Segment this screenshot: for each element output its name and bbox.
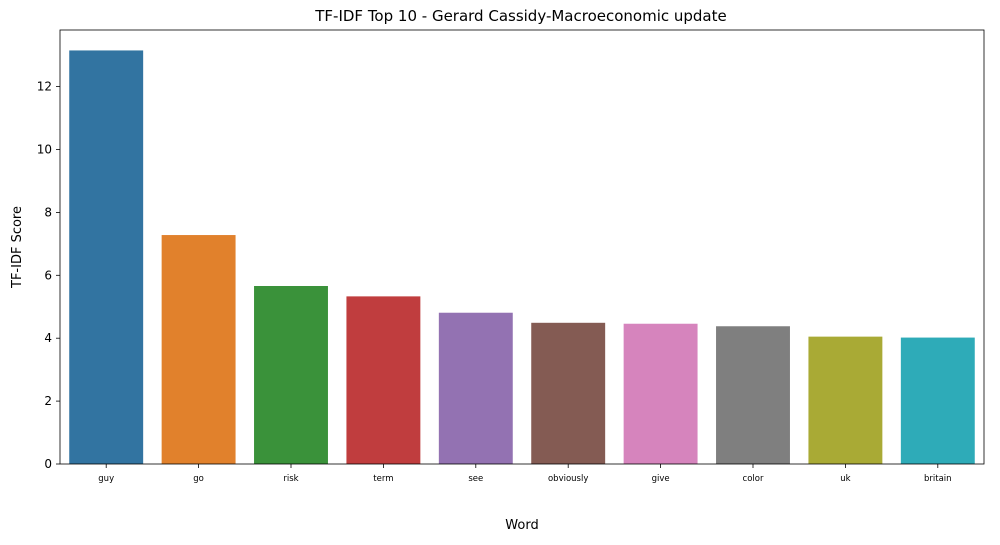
y-tick-label: 0	[44, 457, 52, 471]
bar-term	[346, 296, 421, 464]
y-tick-label: 4	[44, 331, 52, 345]
y-tick-label: 2	[44, 394, 52, 408]
x-tick-label: britain	[924, 474, 952, 484]
chart-title: TF-IDF Top 10 - Gerard Cassidy-Macroecon…	[314, 7, 726, 25]
x-tick-label: risk	[283, 474, 298, 484]
bar-risk	[254, 285, 328, 464]
x-axis-label: Word	[505, 518, 538, 533]
x-tick-label: term	[373, 474, 393, 484]
y-tick-label: 8	[44, 205, 52, 219]
x-tick-label: obviously	[548, 474, 588, 484]
bar-see	[438, 312, 513, 464]
x-axis-ticks: guy go risk term see obviously give color uk brit…	[98, 464, 952, 484]
bar-guy	[69, 50, 144, 465]
plot-frame	[59, 29, 985, 465]
x-tick-label: give	[652, 474, 670, 484]
bar-uk	[808, 336, 883, 464]
x-tick-label: color	[743, 474, 764, 484]
y-tick-label: 10	[37, 143, 52, 157]
bar-give	[623, 323, 698, 464]
y-axis-label: TF-IDF Score	[10, 206, 25, 289]
y-tick-label: 12	[37, 80, 52, 94]
bars-group	[69, 50, 975, 465]
y-axis-ticks: 0 2 4 6 8 10 12	[37, 80, 60, 471]
bar-go	[161, 235, 236, 464]
x-tick-label: guy	[98, 474, 114, 484]
x-tick-label: uk	[840, 474, 850, 484]
bar-color	[716, 326, 790, 464]
bar-obviously	[531, 322, 606, 464]
x-tick-label: see	[468, 474, 483, 484]
x-tick-label: go	[193, 474, 204, 484]
y-tick-label: 6	[44, 268, 52, 282]
bar-britain	[900, 337, 975, 464]
